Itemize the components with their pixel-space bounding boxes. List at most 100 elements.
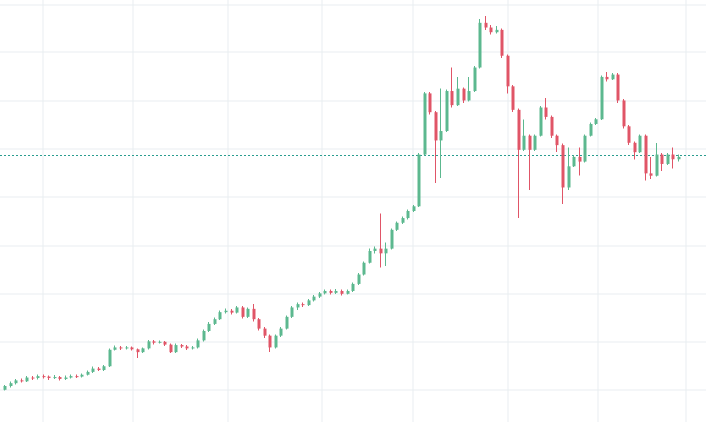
candle-body-up xyxy=(439,131,443,141)
candle-body-down xyxy=(544,107,548,117)
candle-body-down xyxy=(97,368,101,371)
candle-body-up xyxy=(296,304,300,308)
candle-body-up xyxy=(158,341,162,343)
candle-body-up xyxy=(406,211,410,219)
candle-body-up xyxy=(666,154,670,164)
candle-body-up xyxy=(285,316,289,329)
candle-body-down xyxy=(627,126,631,143)
candle-body-up xyxy=(368,250,372,263)
candle-body-up xyxy=(224,310,228,313)
candle-body-up xyxy=(102,366,106,371)
candle-body-down xyxy=(163,341,167,345)
candle-body-down xyxy=(660,154,664,164)
candle-body-up xyxy=(412,206,416,211)
candle-body-up xyxy=(583,135,587,162)
candle-body-up xyxy=(373,248,377,251)
candle-body-up xyxy=(3,386,7,390)
candle-body-up xyxy=(401,218,405,223)
candle-body-up xyxy=(390,229,394,249)
candle-body-down xyxy=(450,91,454,106)
candle-body-down xyxy=(511,86,515,110)
candle-body-down xyxy=(428,93,432,113)
candle-body-up xyxy=(91,368,95,372)
candle-body-up xyxy=(307,300,311,306)
candle-body-up xyxy=(334,290,338,293)
candle-body-up xyxy=(108,349,112,367)
candle-body-down xyxy=(633,142,637,153)
candle-body-down xyxy=(42,376,46,378)
candle-body-down xyxy=(230,310,234,313)
candle-body-up xyxy=(246,308,250,317)
candle-body-down xyxy=(484,22,488,28)
candle-body-down xyxy=(517,109,521,150)
candle-body-down xyxy=(622,100,626,127)
candle-body-up xyxy=(638,135,642,153)
candle-body-up xyxy=(9,383,13,387)
candle-body-down xyxy=(241,307,245,317)
candle-body-down xyxy=(31,377,35,379)
candle-body-up xyxy=(235,307,239,313)
candle-body-down xyxy=(528,135,532,150)
candle-body-up xyxy=(417,154,421,207)
candle-body-down xyxy=(644,135,648,174)
candle-body-up xyxy=(594,119,598,124)
candle-body-up xyxy=(384,248,388,254)
candle-body-down xyxy=(130,347,134,350)
candle-body-up xyxy=(25,377,29,382)
candle-body-down xyxy=(462,88,466,101)
candle-body-down xyxy=(257,319,261,329)
candle-body-up xyxy=(147,341,151,349)
candle-body-down xyxy=(616,74,620,101)
candle-body-down xyxy=(20,380,24,382)
candle-body-up xyxy=(174,345,178,353)
candle-body-up xyxy=(677,156,681,160)
candle-body-up xyxy=(196,340,200,348)
candle-body-up xyxy=(357,274,361,284)
candle-body-down xyxy=(578,156,582,162)
candle-body-up xyxy=(467,91,471,101)
candle-body-down xyxy=(47,376,51,379)
candle-body-down xyxy=(561,145,565,188)
candle-body-down xyxy=(185,346,189,349)
candle-body-down xyxy=(119,347,123,349)
candle-body-down xyxy=(671,154,675,160)
candle-body-up xyxy=(113,347,117,350)
candle-body-down xyxy=(180,345,184,347)
candle-body-up xyxy=(423,93,427,155)
candle-body-down xyxy=(434,112,438,141)
candle-body-up xyxy=(213,319,217,324)
candle-body-up xyxy=(395,222,399,230)
candle-body-up xyxy=(86,371,90,375)
candle-body-down xyxy=(75,376,79,378)
candle-body-down xyxy=(550,116,554,136)
candle-body-up xyxy=(445,91,449,132)
candle-body-up xyxy=(539,107,543,136)
candle-body-up xyxy=(572,156,576,167)
candle-body-up xyxy=(589,123,593,136)
candle-body-down xyxy=(252,308,256,320)
candle-body-down xyxy=(500,29,504,56)
candle-body-down xyxy=(605,76,609,80)
candle-body-up xyxy=(69,376,73,378)
candle-body-up xyxy=(141,348,145,353)
candle-body-down xyxy=(489,27,493,33)
candle-body-down xyxy=(152,341,156,343)
candle-body-up xyxy=(495,29,499,33)
candle-body-down xyxy=(58,377,62,379)
candle-body-down xyxy=(379,248,383,254)
candle-body-up xyxy=(125,347,129,349)
candle-body-up xyxy=(274,335,278,348)
candle-body-up xyxy=(290,307,294,317)
candle-body-up xyxy=(80,374,84,377)
candle-body-down xyxy=(649,173,653,176)
candle-body-down xyxy=(329,290,333,293)
candle-body-down xyxy=(136,349,140,353)
candle-body-up xyxy=(64,377,68,379)
candle-body-up xyxy=(14,380,18,384)
candle-body-down xyxy=(340,290,344,294)
candle-body-up xyxy=(611,74,615,80)
candle-body-up xyxy=(362,262,366,275)
candle-body-up xyxy=(191,347,195,349)
candle-body-up xyxy=(36,376,40,379)
